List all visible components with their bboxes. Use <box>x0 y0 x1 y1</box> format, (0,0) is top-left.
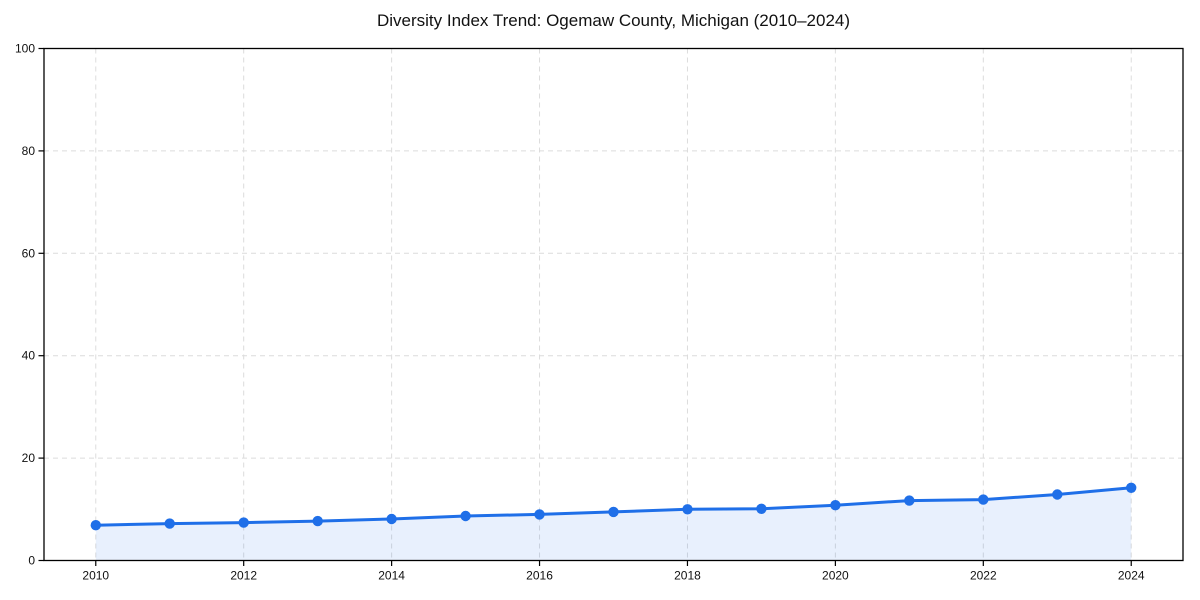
data-point-marker <box>386 513 397 525</box>
data-point-marker <box>1126 482 1137 493</box>
y-tick-label: 40 <box>22 349 36 363</box>
x-tick-label: 2020 <box>822 569 849 583</box>
y-tick-label: 100 <box>15 42 35 56</box>
data-point-marker <box>460 510 471 522</box>
x-tick-label: 2016 <box>526 569 553 583</box>
data-point-marker <box>682 504 693 515</box>
data-point-marker <box>534 509 545 520</box>
data-point-marker <box>904 495 915 506</box>
data-point-marker <box>1052 489 1063 500</box>
data-point-marker <box>164 518 175 529</box>
x-tick-label: 2022 <box>970 569 997 583</box>
data-point-marker <box>756 503 767 514</box>
y-tick-label: 0 <box>28 554 35 568</box>
x-tick-label: 2018 <box>674 569 701 583</box>
y-tick-label: 60 <box>22 246 36 260</box>
y-tick-label: 80 <box>22 144 36 158</box>
data-point-marker <box>978 494 989 505</box>
data-point-marker <box>238 517 249 528</box>
data-point-marker <box>90 520 102 531</box>
chart-title: Diversity Index Trend: Ogemaw County, Mi… <box>376 11 851 30</box>
x-tick-label: 2024 <box>1118 569 1145 583</box>
x-tick-label: 2014 <box>378 569 405 583</box>
plot-border <box>43 47 1184 562</box>
area-fill <box>95 487 1132 561</box>
data-point-marker <box>830 500 841 511</box>
x-tick-label: 2010 <box>82 569 109 583</box>
y-tick-label: 20 <box>22 451 36 465</box>
data-point-marker <box>608 506 619 518</box>
x-tick-label: 2012 <box>230 569 257 583</box>
data-point-marker <box>312 515 323 527</box>
